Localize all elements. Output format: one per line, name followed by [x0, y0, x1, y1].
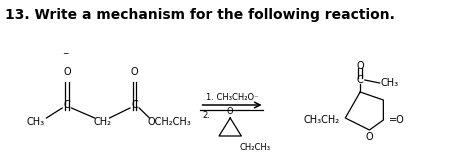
Text: CH₃: CH₃: [26, 117, 44, 127]
Text: O: O: [356, 61, 364, 71]
Text: =O: =O: [389, 115, 405, 125]
Text: CH₂CH₃: CH₂CH₃: [239, 144, 271, 153]
Text: 1. CH₃CH₂O⁻: 1. CH₃CH₂O⁻: [206, 92, 259, 102]
Text: C: C: [357, 75, 364, 85]
Text: 2.: 2.: [202, 112, 210, 121]
Text: −: −: [62, 49, 68, 58]
Text: OCH₂CH₃: OCH₂CH₃: [148, 117, 192, 127]
Text: 13. Write a mechanism for the following reaction.: 13. Write a mechanism for the following …: [5, 8, 394, 22]
Text: C: C: [63, 100, 70, 110]
Text: O: O: [365, 132, 373, 142]
Text: CH₃CH₂: CH₃CH₂: [304, 115, 340, 125]
Text: C: C: [131, 100, 138, 110]
Text: CH₂: CH₂: [93, 117, 111, 127]
Text: O: O: [131, 67, 139, 77]
Text: O: O: [63, 67, 71, 77]
Text: CH₃: CH₃: [380, 78, 399, 88]
Text: O: O: [227, 107, 233, 116]
